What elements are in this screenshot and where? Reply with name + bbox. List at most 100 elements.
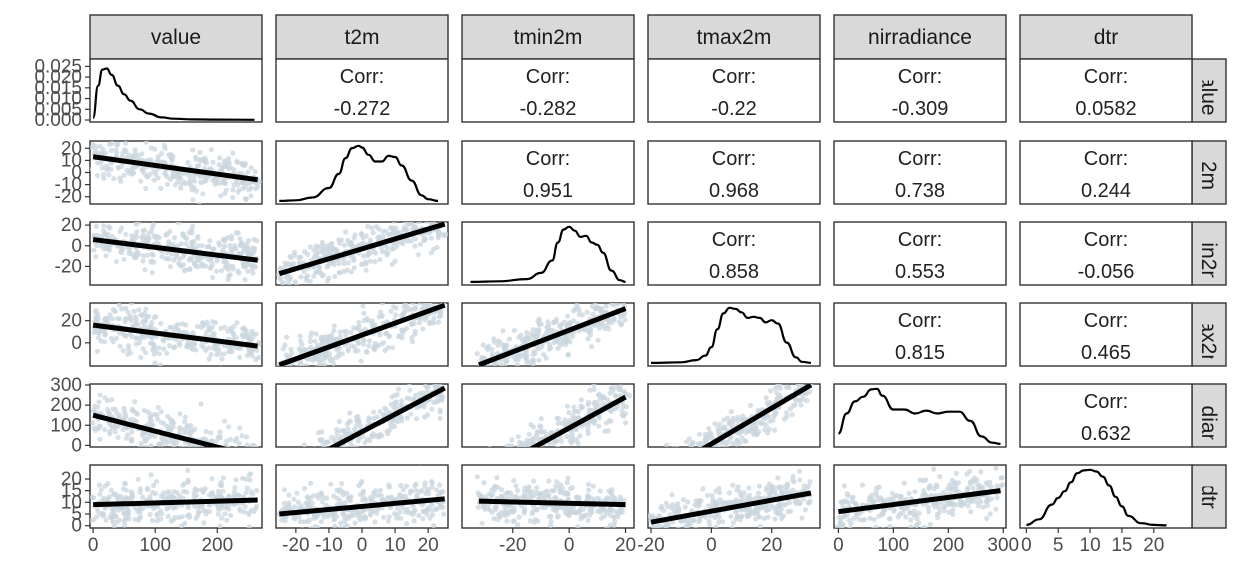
scatter-point xyxy=(101,171,107,177)
scatter-point xyxy=(967,481,973,487)
scatter-point xyxy=(398,515,404,521)
scatter-point xyxy=(209,261,216,267)
y-tick-label: 0.000 xyxy=(34,110,82,131)
scatter-point xyxy=(220,502,226,508)
scatter-point xyxy=(199,455,204,460)
scatter-point xyxy=(619,408,625,414)
scatter-point xyxy=(298,456,303,461)
scatter-point xyxy=(294,448,299,453)
correlation-caption: Corr: xyxy=(1084,66,1128,88)
scatter-point xyxy=(604,294,609,299)
scatter-point xyxy=(373,250,379,256)
scatter-point xyxy=(351,257,357,263)
scatter-point xyxy=(559,485,566,491)
scatter-point xyxy=(801,483,807,489)
scatter-point xyxy=(129,303,135,306)
scatter-point xyxy=(545,457,550,462)
scatter-point xyxy=(236,448,241,453)
scatter-point xyxy=(751,431,757,437)
scatter-point xyxy=(139,151,145,157)
scatter-point xyxy=(126,250,132,256)
scatter-point xyxy=(516,514,522,520)
scatter-point xyxy=(217,242,223,248)
scatter-point xyxy=(495,371,500,376)
scatter-point xyxy=(624,298,629,303)
scatter-point xyxy=(332,523,338,528)
scatter-point xyxy=(298,361,304,366)
scatter-point xyxy=(197,258,203,264)
scatter-point xyxy=(486,343,492,349)
scatter-point xyxy=(674,535,679,540)
scatter-point xyxy=(352,348,358,354)
x-tick-label: 20 xyxy=(418,535,439,556)
scatter-point xyxy=(171,489,177,495)
panel-frame xyxy=(461,140,635,205)
scatter-point xyxy=(727,418,733,425)
scatter-point xyxy=(217,452,222,457)
correlation-value: -0.282 xyxy=(520,98,577,120)
scatter-point xyxy=(953,470,960,476)
scatter-point xyxy=(515,522,521,528)
scatter-point xyxy=(331,517,337,523)
scatter-point xyxy=(377,487,383,493)
scatter-point xyxy=(221,351,227,357)
scatter-point xyxy=(188,430,194,436)
scatter-point xyxy=(93,315,99,321)
scatter-point xyxy=(251,442,257,447)
scatter-point xyxy=(243,456,248,461)
scatter-point xyxy=(113,424,119,430)
scatter-point xyxy=(766,491,772,497)
scatter-point xyxy=(222,190,228,196)
scatter-point xyxy=(216,492,222,498)
scatter-point xyxy=(504,358,510,364)
scatter-point xyxy=(849,495,856,501)
correlation-caption: Corr: xyxy=(898,310,942,332)
scatter-point xyxy=(859,482,866,488)
scatter-point xyxy=(622,317,628,323)
scatter-point xyxy=(319,239,326,245)
scatter-point xyxy=(352,232,358,238)
scatter-point xyxy=(608,418,614,424)
scatter-point xyxy=(862,517,868,523)
scatter-point xyxy=(434,289,439,294)
scatter-point xyxy=(321,454,326,459)
scatter-point xyxy=(126,152,132,158)
scatter-point xyxy=(235,189,241,195)
scatter-point xyxy=(509,437,515,443)
scatter-point xyxy=(248,165,254,171)
scatter-point xyxy=(163,232,169,238)
scatter-point xyxy=(165,427,171,433)
scatter-point xyxy=(429,480,435,486)
scatter-point xyxy=(255,449,260,454)
scatter-point xyxy=(308,480,314,486)
scatter-point xyxy=(671,530,676,535)
scatter-point xyxy=(154,412,160,418)
scatter-point xyxy=(802,507,809,513)
scatter-point xyxy=(240,455,245,460)
scatter-point xyxy=(779,490,785,496)
scatter-point xyxy=(312,446,316,447)
scatter-point xyxy=(325,452,330,457)
row-label: dtr xyxy=(1197,484,1220,509)
y-tick-label: -20 xyxy=(55,256,82,277)
scatter-point xyxy=(166,449,171,454)
scatter-point xyxy=(307,333,313,340)
scatter-point xyxy=(110,406,116,412)
panel-frame xyxy=(833,58,1007,123)
scatter-point xyxy=(947,485,954,491)
scatter-point xyxy=(360,488,366,494)
scatter-point xyxy=(887,523,893,528)
scatter-point xyxy=(622,390,628,396)
scatter-point xyxy=(121,172,127,178)
scatter-point xyxy=(222,324,228,330)
scatter-point xyxy=(103,517,109,523)
scatter-point xyxy=(511,354,517,360)
scatter-point xyxy=(514,362,520,366)
scatter-point xyxy=(934,484,940,490)
scatter-point xyxy=(171,445,176,447)
scatter-point xyxy=(201,520,207,526)
scatter-point xyxy=(533,449,538,454)
scatter-point xyxy=(656,513,663,520)
scatter-point xyxy=(382,405,388,411)
scatter-point xyxy=(516,334,522,340)
